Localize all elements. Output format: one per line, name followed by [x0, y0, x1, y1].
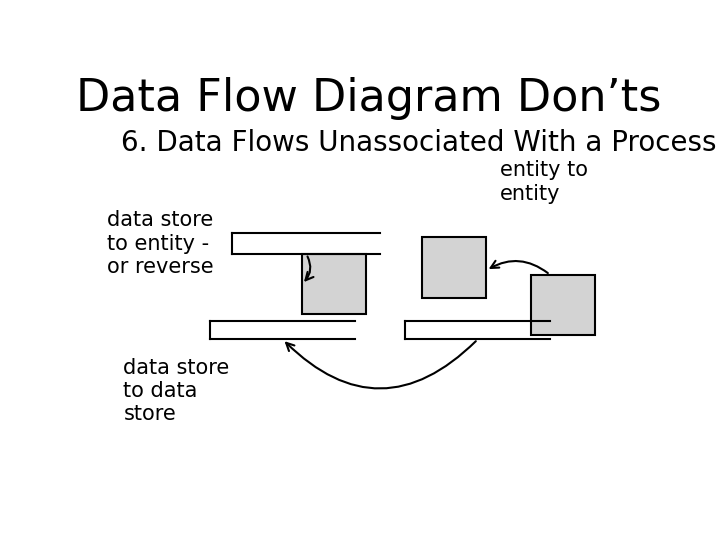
FancyArrowPatch shape	[490, 261, 548, 273]
FancyArrowPatch shape	[305, 256, 313, 280]
FancyArrowPatch shape	[286, 341, 476, 388]
Bar	[422, 238, 486, 298]
Text: entity to
entity: entity to entity	[500, 160, 588, 204]
Text: data store
to data
store: data store to data store	[124, 358, 230, 424]
Text: data store
to entity -
or reverse: data store to entity - or reverse	[107, 211, 213, 277]
Bar	[531, 275, 595, 335]
Bar	[302, 254, 366, 314]
Text: Data Flow Diagram Don’ts: Data Flow Diagram Don’ts	[76, 77, 662, 120]
Text: 6. Data Flows Unassociated With a Process: 6. Data Flows Unassociated With a Proces…	[121, 129, 716, 157]
